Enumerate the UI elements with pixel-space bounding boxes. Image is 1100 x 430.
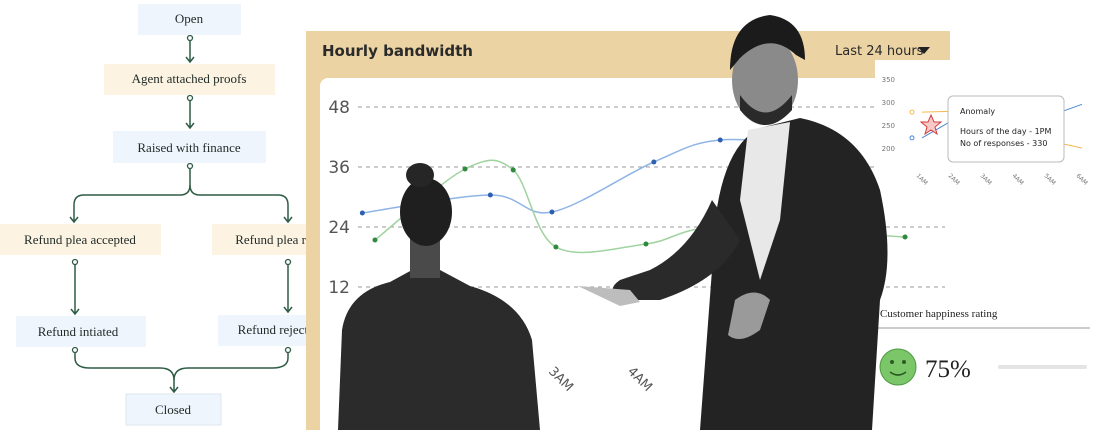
flow-node-label: Closed	[155, 402, 192, 417]
woman-figure	[338, 163, 540, 430]
y-tick-label: 300	[882, 99, 895, 107]
range-select[interactable]: Last 24 hours	[835, 44, 924, 59]
data-point	[549, 209, 555, 215]
flow-node	[104, 64, 275, 95]
flow-node-label: Agent attached proofs	[132, 71, 247, 86]
line-series	[362, 138, 825, 214]
progress-track	[998, 365, 1087, 369]
data-point	[643, 241, 649, 247]
tooltip	[947, 95, 1065, 163]
smiley-eye	[890, 360, 894, 364]
smiley-icon	[879, 348, 917, 386]
data-point	[909, 109, 915, 115]
data-point	[372, 237, 378, 243]
card-title: Hourly bandwidth	[322, 42, 473, 60]
data-point	[487, 192, 493, 198]
data-point	[553, 244, 559, 250]
tooltip-line: No of responses - 330	[960, 139, 1047, 148]
flow-node-label: Refund plea accepted	[24, 232, 136, 247]
flow-node	[16, 316, 146, 347]
data-point	[909, 135, 915, 141]
smiley-mouth	[889, 371, 907, 376]
flow-dots	[71, 34, 292, 354]
tooltip-title: Anomaly	[960, 107, 995, 116]
smiley-eye	[902, 360, 906, 364]
flow-node	[0, 224, 161, 255]
dropdown-icon[interactable]	[918, 47, 930, 54]
flow-node-label: Open	[175, 11, 204, 26]
y-tick-label: 12	[328, 278, 350, 298]
flow-node-label: Refund intiated	[38, 324, 119, 339]
happiness-value: 75%	[925, 356, 971, 383]
data-point	[717, 137, 723, 143]
y-tick-label: 200	[882, 145, 895, 153]
flow-node-label: Raised with finance	[137, 140, 240, 155]
data-point	[462, 166, 468, 172]
flow-node	[125, 393, 222, 426]
tooltip-line: Hours of the day - 1PM	[960, 127, 1052, 136]
flow-node	[138, 4, 241, 35]
y-tick-label: 250	[882, 122, 895, 130]
y-tick-label: 48	[328, 98, 350, 118]
happiness-label: Customer happiness rating	[880, 308, 998, 320]
man-figure	[578, 15, 888, 430]
y-tick-label: 350	[882, 76, 895, 84]
flow-node	[113, 131, 266, 163]
flow-node-label: Refund rejected	[238, 322, 321, 337]
data-point	[510, 167, 516, 173]
flow-connectors	[69, 38, 293, 394]
y-tick-label: 36	[328, 158, 350, 178]
data-point	[651, 159, 657, 165]
data-point	[359, 210, 365, 216]
y-tick-label: 24	[328, 218, 350, 238]
data-point	[902, 234, 908, 240]
anomaly-star	[919, 113, 943, 136]
